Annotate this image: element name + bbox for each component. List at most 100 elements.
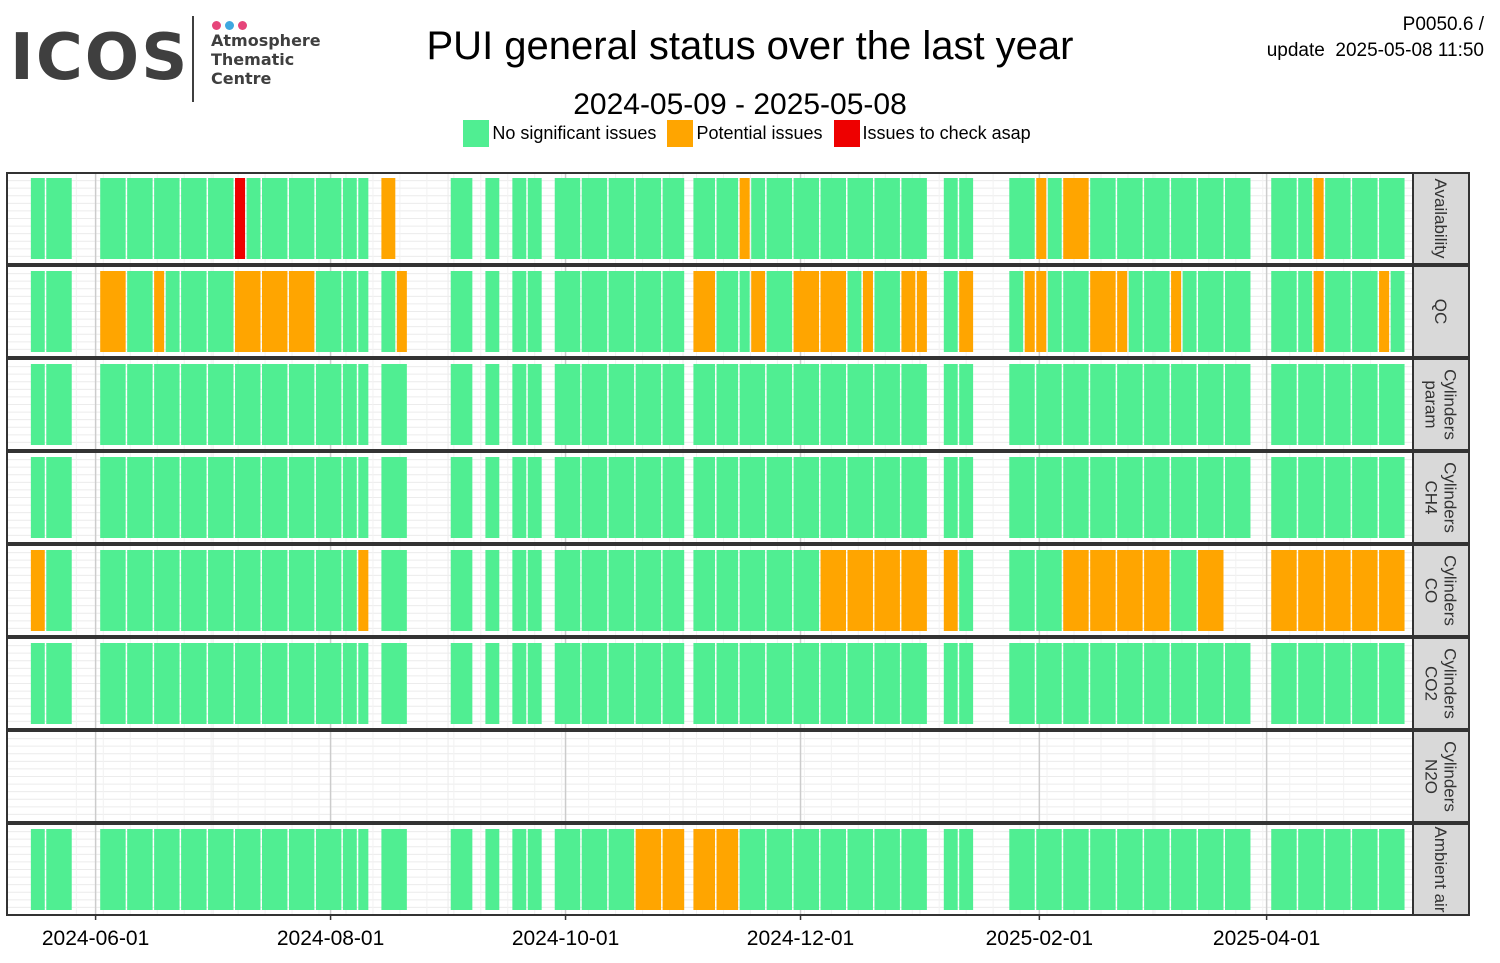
status-tile-ok: [1379, 829, 1405, 910]
status-tile-ok: [485, 271, 500, 352]
status-tile-ok: [46, 550, 72, 631]
status-tile-ok: [381, 829, 407, 910]
status-tile-ok: [315, 643, 342, 724]
status-tile-ok: [358, 364, 369, 445]
chart-date-range: 2024-05-09 - 2025-05-08: [573, 88, 907, 121]
status-tile-ok: [1271, 643, 1297, 724]
logo-line: Centre: [211, 69, 272, 88]
status-tile-ok: [1379, 178, 1405, 259]
status-tile-ok: [315, 271, 342, 352]
facet-label-line: N2O: [1422, 759, 1441, 794]
facet-label-line: Cylinders: [1441, 648, 1460, 719]
status-tile-ok: [766, 178, 793, 259]
status-tile-potential: [901, 271, 916, 352]
status-tile-ok: [1325, 271, 1351, 352]
facet-strip: [1412, 172, 1470, 265]
status-tile-ok: [154, 457, 180, 538]
status-tile-ok: [1298, 271, 1313, 352]
status-tile-ok: [1009, 457, 1035, 538]
status-tile-ok: [342, 829, 357, 910]
status-tile-ok: [165, 271, 180, 352]
status-tile-potential: [1313, 178, 1324, 259]
status-tile-ok: [847, 829, 873, 910]
status-tile-ok: [1198, 643, 1224, 724]
status-tile-ok: [261, 829, 288, 910]
status-tile-potential: [100, 271, 126, 352]
update-timestamp: update 2025-05-08 11:50: [1266, 40, 1484, 61]
status-tile-ok: [1352, 364, 1378, 445]
status-tile-ok: [208, 829, 234, 910]
status-tile-ok: [693, 550, 716, 631]
status-tile-potential: [1379, 271, 1390, 352]
status-tile-ok: [127, 829, 153, 910]
status-tile-ok: [450, 364, 473, 445]
status-tile-ok: [766, 550, 793, 631]
status-tile-potential: [1352, 550, 1378, 631]
status-tile-ok: [181, 550, 207, 631]
status-tile-ok: [635, 271, 662, 352]
status-tile-ok: [208, 457, 234, 538]
legend-label: No significant issues: [492, 123, 657, 143]
status-tile-ok: [30, 829, 45, 910]
status-tile-ok: [381, 364, 407, 445]
facet-label-line: Cylinders: [1441, 741, 1460, 812]
status-tile-ok: [450, 178, 473, 259]
status-tile-ok: [208, 271, 234, 352]
status-tile-ok: [527, 829, 542, 910]
legend-swatch-issue: [833, 120, 860, 147]
status-tile-potential: [862, 271, 873, 352]
facet-label-line: Ambient air: [1431, 827, 1450, 913]
status-tile-ok: [874, 178, 900, 259]
status-tile-ok: [512, 178, 527, 259]
status-tile-ok: [485, 829, 500, 910]
status-tile-ok: [358, 178, 369, 259]
status-tile-ok: [874, 457, 900, 538]
status-tile-ok: [716, 178, 739, 259]
status-tile-ok: [485, 457, 500, 538]
status-tile-ok: [30, 271, 45, 352]
status-tile-potential: [1271, 550, 1297, 631]
status-tile-ok: [581, 364, 608, 445]
status-tile-ok: [554, 643, 581, 724]
status-tile-ok: [181, 643, 207, 724]
status-tile-ok: [608, 643, 635, 724]
status-tile-ok: [581, 178, 608, 259]
status-tile-ok: [1036, 364, 1062, 445]
status-tile-ok: [766, 643, 793, 724]
status-tile-ok: [288, 178, 315, 259]
status-tile-ok: [793, 643, 820, 724]
status-tile-potential: [154, 271, 165, 352]
status-tile-ok: [847, 178, 873, 259]
status-tile-ok: [527, 271, 542, 352]
status-tile-ok: [450, 271, 473, 352]
status-tile-ok: [1224, 271, 1251, 352]
status-tile-potential: [916, 271, 927, 352]
status-tile-ok: [581, 550, 608, 631]
status-tile-ok: [793, 550, 820, 631]
logo-dot: [225, 21, 234, 30]
status-tile-ok: [662, 643, 685, 724]
status-tile-ok: [1117, 364, 1143, 445]
status-tile-ok: [1224, 643, 1251, 724]
status-tile-ok: [959, 643, 974, 724]
facet-label: Cylindersparam: [1422, 369, 1460, 440]
status-tile-ok: [554, 271, 581, 352]
facet-label: QC: [1431, 299, 1450, 325]
status-tile-ok: [1198, 457, 1224, 538]
facet-label-line: CH4: [1422, 480, 1441, 514]
status-tile-ok: [288, 643, 315, 724]
status-tile-ok: [261, 550, 288, 631]
status-tile-ok: [1198, 829, 1224, 910]
status-tile-ok: [485, 178, 500, 259]
status-tile-potential: [358, 550, 369, 631]
status-tile-potential: [1063, 550, 1089, 631]
status-tile-ok: [342, 550, 357, 631]
icos-logo: ICOS Atmosphere Thematic Centre: [10, 14, 330, 106]
status-tile-ok: [100, 457, 126, 538]
status-tile-ok: [943, 643, 958, 724]
status-tile-ok: [1390, 271, 1405, 352]
status-tile-ok: [527, 457, 542, 538]
status-tile-ok: [847, 271, 862, 352]
logo-dot: [238, 21, 247, 30]
